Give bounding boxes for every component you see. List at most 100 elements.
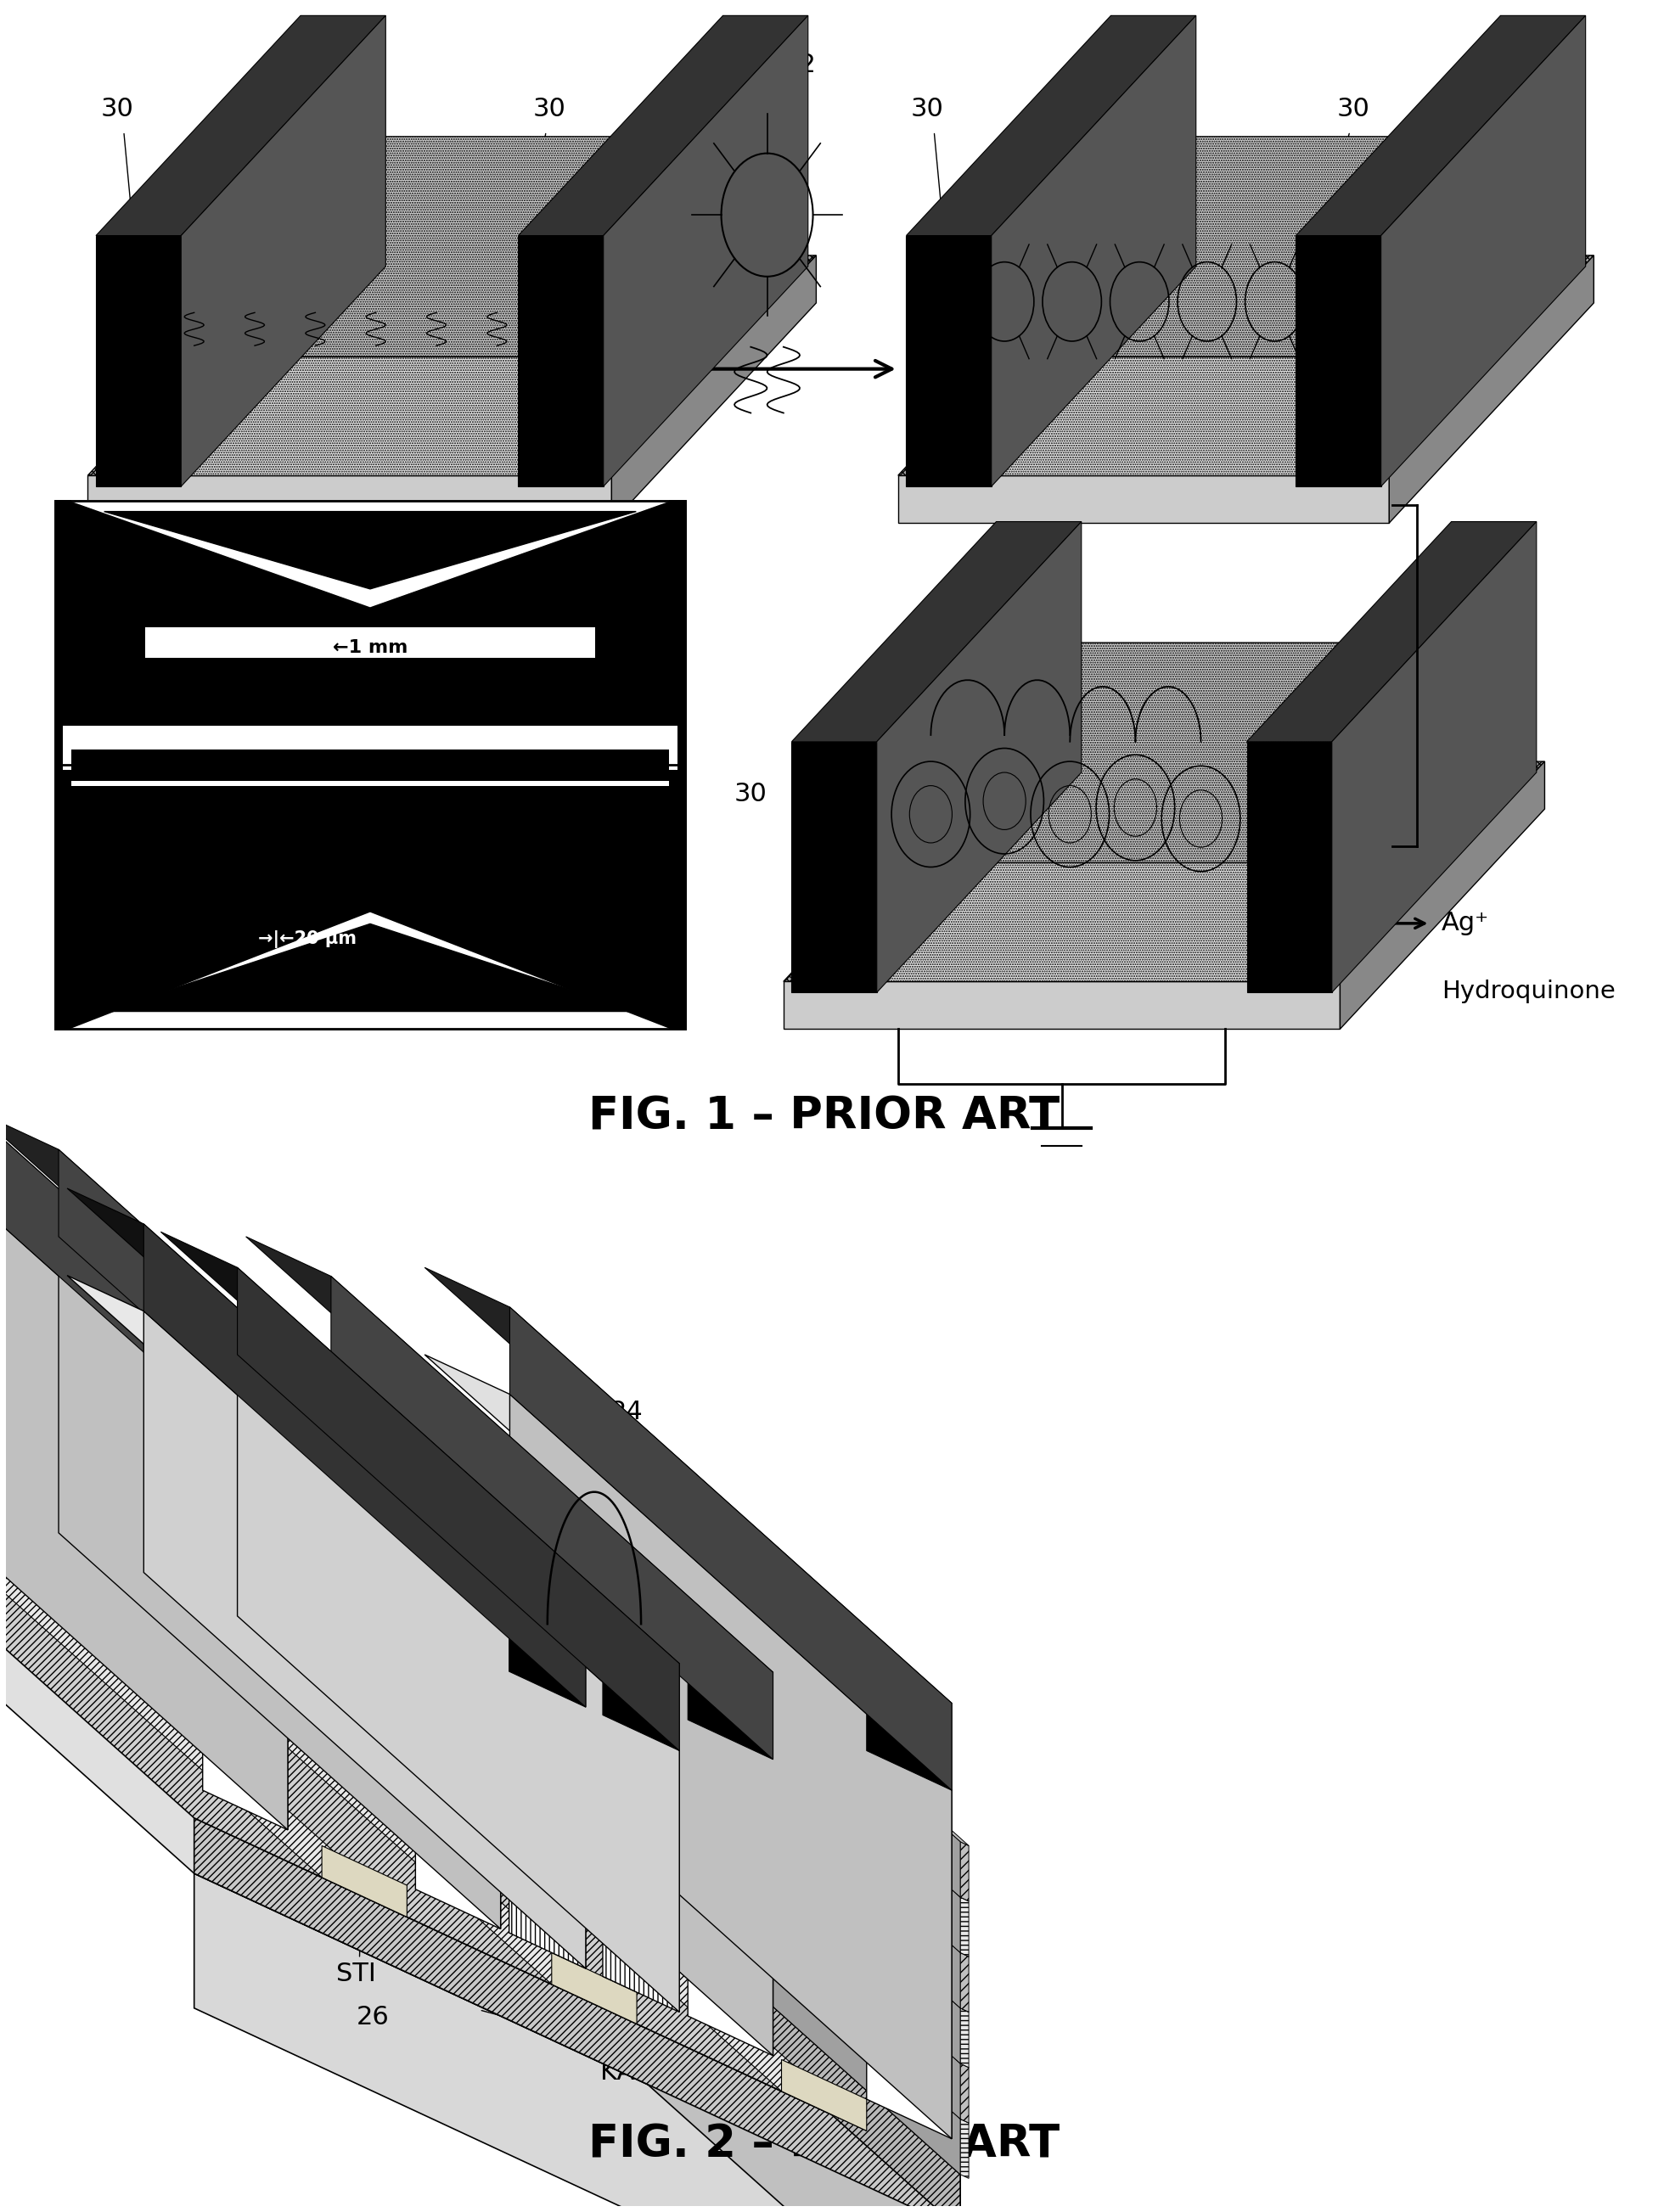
Polygon shape xyxy=(67,1276,586,1708)
Text: 26: 26 xyxy=(356,2006,389,2031)
Polygon shape xyxy=(877,522,1082,993)
Text: FIG. 1 – PRIOR ART: FIG. 1 – PRIOR ART xyxy=(589,1095,1060,1139)
Text: 30: 30 xyxy=(734,781,767,805)
Polygon shape xyxy=(1246,741,1331,993)
Polygon shape xyxy=(604,15,809,487)
Polygon shape xyxy=(424,1354,952,1790)
Polygon shape xyxy=(907,15,1196,237)
Bar xyxy=(136,752,604,770)
Polygon shape xyxy=(203,1442,288,1829)
Polygon shape xyxy=(110,1588,637,2024)
Polygon shape xyxy=(518,15,809,237)
Polygon shape xyxy=(518,1778,960,2212)
Bar xyxy=(55,500,686,1029)
Polygon shape xyxy=(518,1723,960,2174)
Text: 30: 30 xyxy=(532,97,566,122)
Polygon shape xyxy=(1340,761,1544,1029)
Polygon shape xyxy=(602,1628,679,1750)
Polygon shape xyxy=(960,2119,968,2179)
Text: 22: 22 xyxy=(691,1564,722,1588)
Polygon shape xyxy=(596,137,800,476)
Polygon shape xyxy=(0,1110,501,1546)
Polygon shape xyxy=(161,1232,679,1663)
Bar xyxy=(72,734,669,785)
Polygon shape xyxy=(238,1354,679,2013)
Polygon shape xyxy=(792,522,1082,741)
Polygon shape xyxy=(518,1502,960,1953)
Polygon shape xyxy=(203,1354,288,1482)
Polygon shape xyxy=(105,511,636,588)
Polygon shape xyxy=(784,761,1544,982)
Polygon shape xyxy=(88,254,817,476)
Polygon shape xyxy=(72,500,669,606)
Polygon shape xyxy=(238,1267,679,1750)
Polygon shape xyxy=(518,1447,960,1898)
Polygon shape xyxy=(0,1197,501,1632)
Bar xyxy=(120,630,619,664)
Polygon shape xyxy=(915,137,1577,356)
Polygon shape xyxy=(1323,644,1528,982)
Polygon shape xyxy=(792,741,877,993)
Text: 20: 20 xyxy=(839,1710,870,1734)
Polygon shape xyxy=(518,1613,960,2064)
Text: DRAIN: DRAIN xyxy=(33,1376,115,1400)
Bar xyxy=(55,500,686,765)
Polygon shape xyxy=(97,237,181,487)
Text: 32: 32 xyxy=(1112,128,1143,155)
Polygon shape xyxy=(518,237,604,487)
Polygon shape xyxy=(509,1394,952,2139)
Bar xyxy=(63,726,677,770)
Polygon shape xyxy=(58,1150,501,1632)
Polygon shape xyxy=(518,1613,968,2013)
Polygon shape xyxy=(195,1818,960,2212)
Polygon shape xyxy=(331,1276,774,1759)
Polygon shape xyxy=(960,1843,968,1900)
Polygon shape xyxy=(72,914,669,1029)
Text: FIG. 2 – PRIOR ART: FIG. 2 – PRIOR ART xyxy=(589,2124,1060,2166)
Polygon shape xyxy=(143,1223,586,1708)
Text: Ag⁺: Ag⁺ xyxy=(1441,911,1489,936)
Polygon shape xyxy=(518,1557,960,2008)
Polygon shape xyxy=(0,1046,288,1482)
Polygon shape xyxy=(0,1086,288,1829)
Polygon shape xyxy=(246,1323,774,1759)
Polygon shape xyxy=(509,1672,586,1969)
Text: 30: 30 xyxy=(1283,781,1316,805)
Polygon shape xyxy=(321,1845,408,1918)
Polygon shape xyxy=(339,1694,867,2130)
Bar xyxy=(55,765,686,1029)
Polygon shape xyxy=(416,1506,501,1632)
Polygon shape xyxy=(509,1584,586,1708)
Polygon shape xyxy=(416,1593,501,1929)
Polygon shape xyxy=(0,1478,960,2212)
Text: 24: 24 xyxy=(611,1400,644,1425)
Polygon shape xyxy=(181,15,386,487)
Polygon shape xyxy=(97,15,386,237)
Text: 30: 30 xyxy=(102,97,133,122)
Polygon shape xyxy=(602,1714,679,2013)
Text: ←1 mm: ←1 mm xyxy=(333,639,408,657)
Polygon shape xyxy=(509,1307,952,1790)
Polygon shape xyxy=(331,1363,774,2055)
Polygon shape xyxy=(105,137,800,356)
Polygon shape xyxy=(67,1188,586,1619)
Text: →|←20 μm: →|←20 μm xyxy=(258,931,356,949)
Text: 16: 16 xyxy=(458,1506,491,1531)
Polygon shape xyxy=(960,1953,968,2013)
Text: 32: 32 xyxy=(784,53,817,77)
Text: SOURCE: SOURCE xyxy=(196,1650,303,1674)
Text: 30: 30 xyxy=(910,97,943,122)
Polygon shape xyxy=(246,1237,774,1672)
Text: STI: STI xyxy=(336,1962,376,1986)
Polygon shape xyxy=(612,254,817,522)
Polygon shape xyxy=(960,2064,968,2124)
Polygon shape xyxy=(518,1668,968,2068)
Polygon shape xyxy=(58,1237,501,1929)
Polygon shape xyxy=(0,998,288,1482)
Polygon shape xyxy=(1389,254,1594,522)
Polygon shape xyxy=(1381,15,1586,487)
Text: 31: 31 xyxy=(324,86,358,111)
Polygon shape xyxy=(424,1267,952,1703)
Bar xyxy=(145,628,596,657)
Polygon shape xyxy=(867,1750,952,2139)
